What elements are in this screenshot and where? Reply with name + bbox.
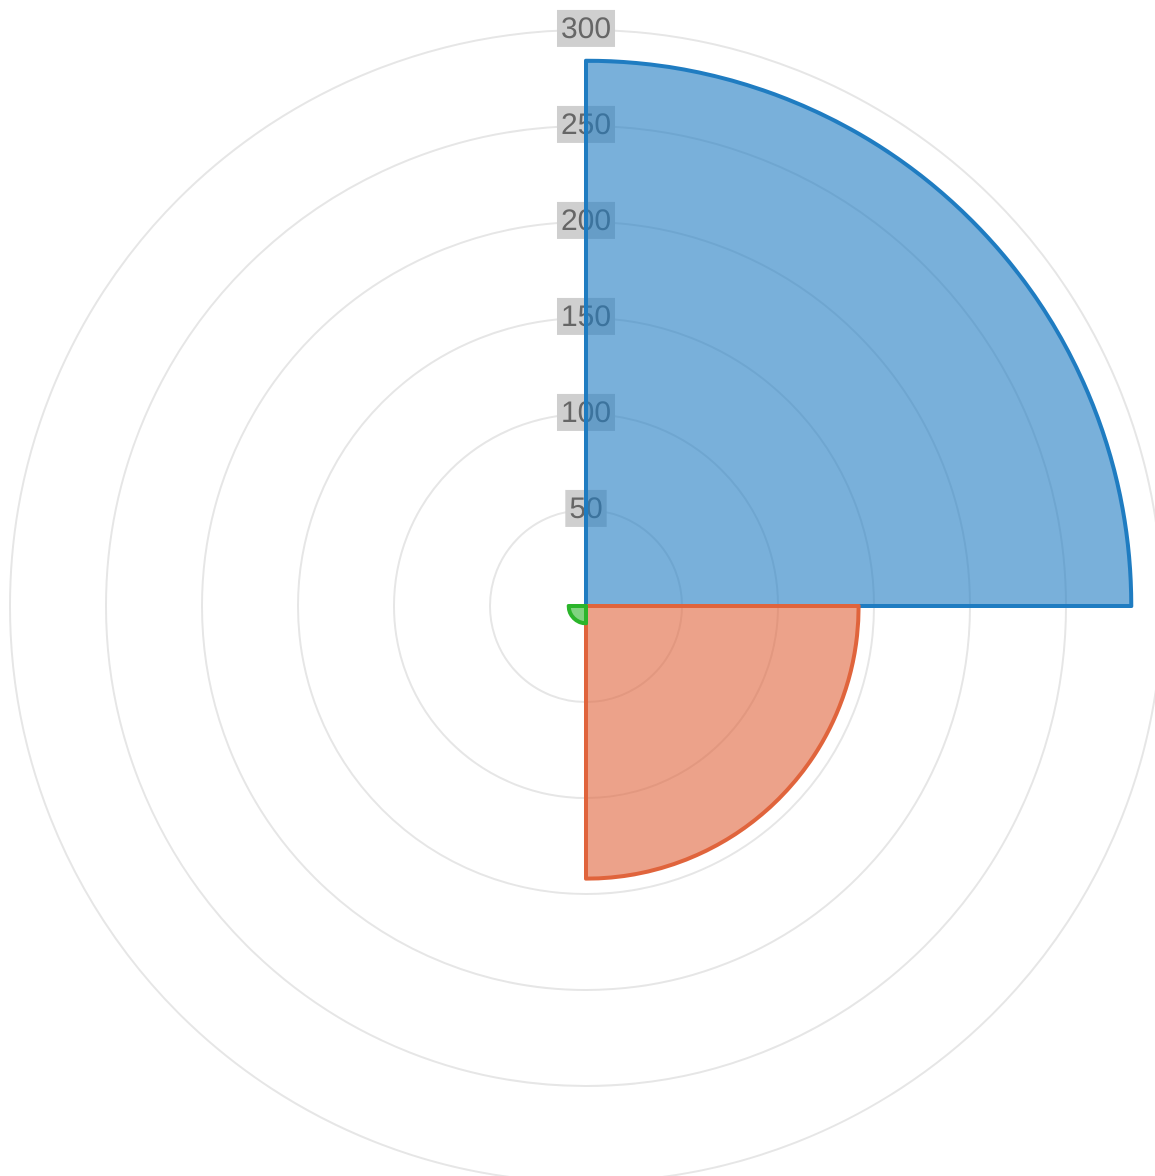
r-tick-label: 300: [561, 12, 611, 45]
sector: [584, 58, 1134, 608]
sector: [566, 604, 588, 626]
sector: [584, 604, 861, 881]
tick-label-backdrop: [556, 9, 616, 47]
sectors: [566, 58, 1134, 881]
